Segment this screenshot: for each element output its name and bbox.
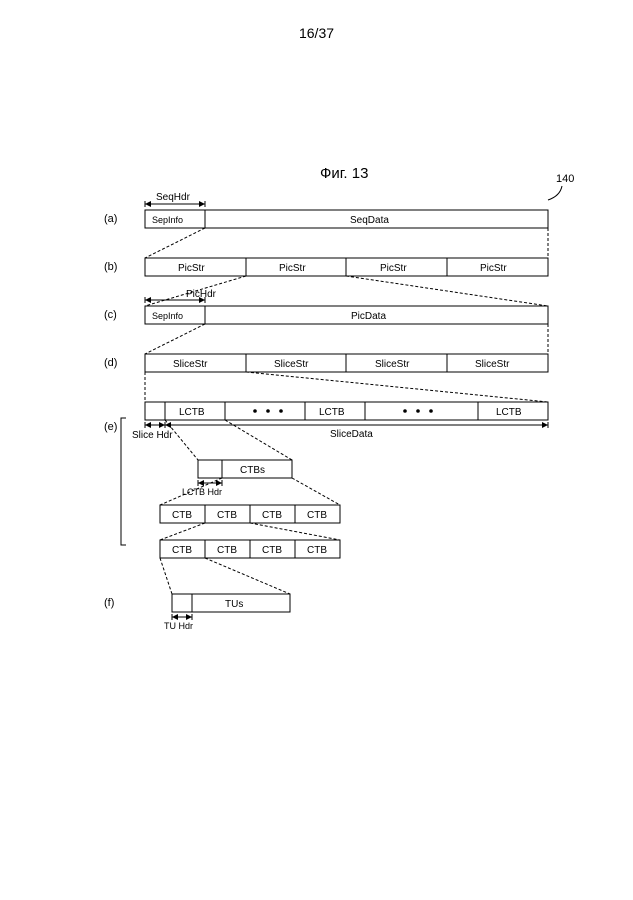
svg-text:TU Hdr: TU Hdr (164, 621, 193, 631)
ref-label-140: 140 (548, 173, 574, 200)
svg-text:LCTB: LCTB (179, 407, 205, 418)
svg-text:SliceStr: SliceStr (274, 359, 309, 370)
row-b: (b) PicStr PicStr PicStr PicStr (104, 258, 548, 276)
svg-text:CTB: CTB (262, 545, 282, 556)
svg-text:SeqHdr: SeqHdr (156, 192, 191, 203)
bitstream-structure-diagram: 140 (a) SeqHdr SepInfo SeqData (b) PicSt… (0, 0, 633, 900)
svg-text:SepInfo: SepInfo (152, 311, 183, 321)
svg-text:CTB: CTB (307, 510, 327, 521)
svg-text:LCTB Hdr: LCTB Hdr (182, 487, 222, 497)
svg-text:SliceStr: SliceStr (173, 359, 208, 370)
svg-text:TUs: TUs (225, 599, 243, 610)
lctb-block: CTBs LCTB Hdr (182, 460, 292, 497)
svg-text:SepInfo: SepInfo (152, 215, 183, 225)
row-d: (d) SliceStr SliceStr SliceStr SliceStr (104, 354, 548, 372)
svg-text:PicHdr: PicHdr (186, 289, 217, 300)
row-c: (c) PicHdr SepInfo PicData (104, 289, 548, 324)
svg-text:PicStr: PicStr (480, 263, 507, 274)
svg-text:(c): (c) (104, 309, 117, 321)
svg-text:(b): (b) (104, 261, 117, 273)
svg-text:CTBs: CTBs (240, 465, 265, 476)
svg-text:PicStr: PicStr (279, 263, 306, 274)
svg-text:PicData: PicData (351, 311, 386, 322)
svg-text:LCTB: LCTB (319, 407, 345, 418)
row-e: (e) Slice Hdr SliceData LCTB LCTB LCTB (104, 402, 548, 441)
ctb-row2: CTB CTB CTB CTB (160, 540, 340, 558)
svg-text:SliceStr: SliceStr (475, 359, 510, 370)
svg-text:(f): (f) (104, 597, 114, 609)
svg-text:Slice Hdr: Slice Hdr (132, 430, 173, 441)
svg-text:SeqData: SeqData (350, 215, 389, 226)
svg-text:PicStr: PicStr (178, 263, 205, 274)
svg-text:(d): (d) (104, 357, 117, 369)
svg-text:CTB: CTB (307, 545, 327, 556)
svg-text:CTB: CTB (262, 510, 282, 521)
ctb-row1: CTB CTB CTB CTB (160, 505, 340, 523)
svg-text:SliceData: SliceData (330, 429, 373, 440)
svg-text:(e): (e) (104, 421, 117, 433)
svg-text:140: 140 (556, 173, 574, 185)
bracket-e (121, 418, 126, 545)
row-f: (f) TUs TU Hdr (104, 594, 290, 631)
svg-text:CTB: CTB (217, 510, 237, 521)
svg-text:PicStr: PicStr (380, 263, 407, 274)
svg-text:SliceStr: SliceStr (375, 359, 410, 370)
svg-text:CTB: CTB (172, 545, 192, 556)
svg-text:CTB: CTB (172, 510, 192, 521)
row-a: (a) SeqHdr SepInfo SeqData (104, 192, 548, 228)
svg-text:LCTB: LCTB (496, 407, 522, 418)
svg-text:CTB: CTB (217, 545, 237, 556)
svg-text:(a): (a) (104, 213, 117, 225)
